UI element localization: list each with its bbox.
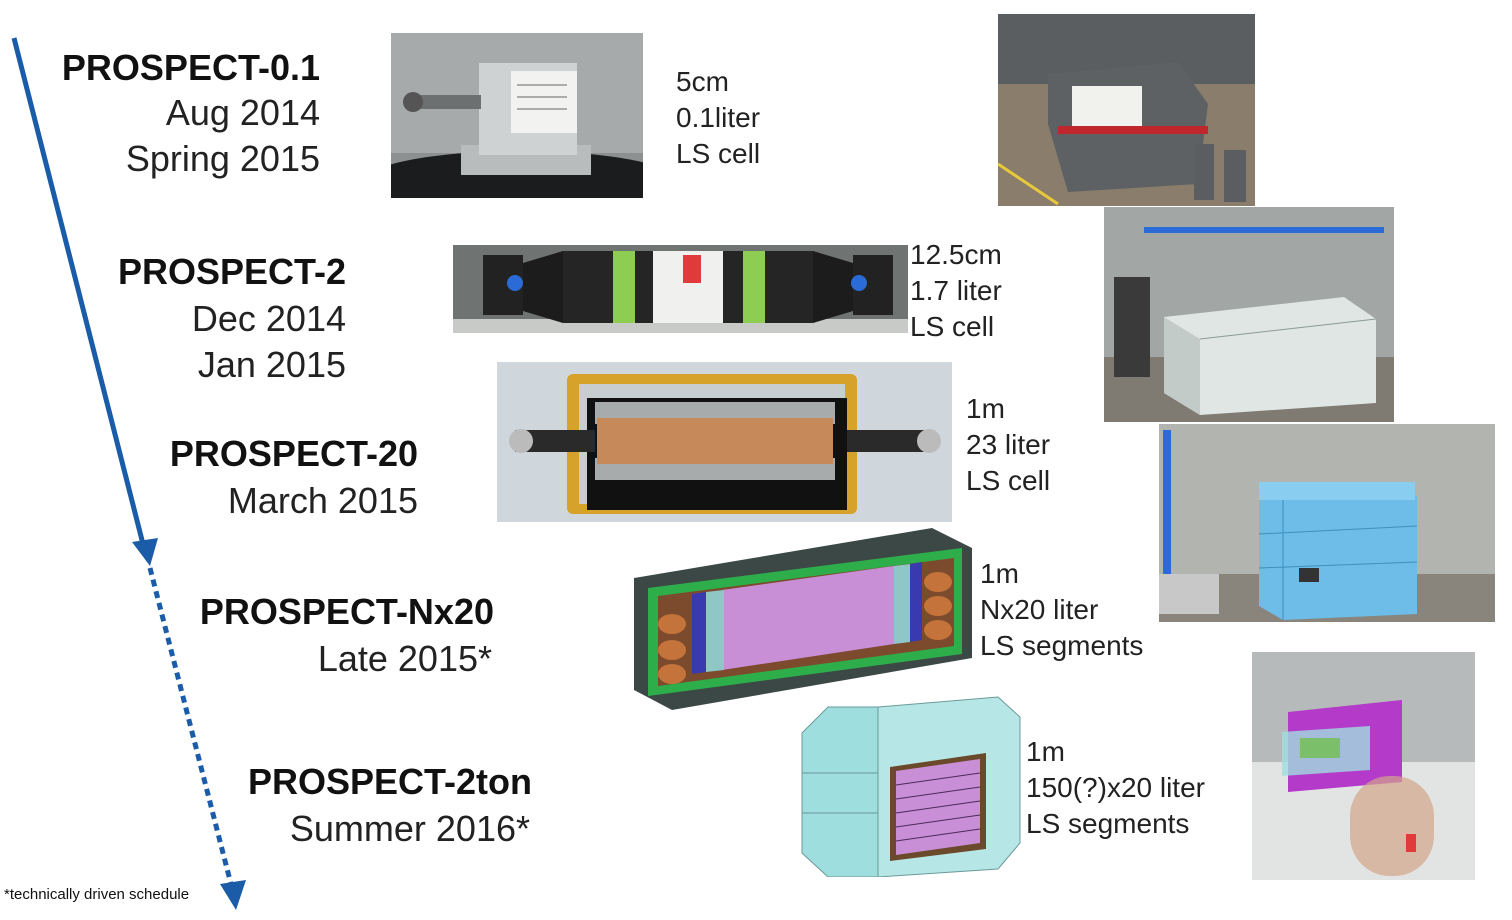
spec-block-2: 1m 23 liter LS cell <box>966 391 1050 499</box>
photo-prospect-2-cell <box>453 245 908 333</box>
spec-block-3: 1m Nx20 liter LS segments <box>980 556 1143 664</box>
spec-type-1: LS cell <box>910 311 995 342</box>
spec-size-2: 1m <box>966 393 1005 424</box>
photo-shield-cave <box>998 14 1255 206</box>
render-prospect-nx20 <box>632 526 974 714</box>
spec-volume-4: 150(?)x20 liter <box>1026 772 1205 803</box>
spec-volume-1: 1.7 liter <box>910 275 1002 306</box>
spec-type-2: LS cell <box>966 465 1051 496</box>
stage-date-0b: Spring 2015 <box>125 138 320 179</box>
arrow-head-solid <box>132 538 158 566</box>
spec-block-4: 1m 150(?)x20 liter LS segments <box>1026 734 1205 842</box>
spec-size-3: 1m <box>980 558 1019 589</box>
spec-size-1: 12.5cm <box>910 239 1002 270</box>
photo-prospect-0-1-cell <box>391 33 643 198</box>
stage-date-1a: Dec 2014 <box>191 298 346 339</box>
spec-size-4: 1m <box>1026 736 1065 767</box>
spec-volume-2: 23 liter <box>966 429 1051 460</box>
spec-block-1: 12.5cm 1.7 liter LS cell <box>910 237 1002 345</box>
photo-lab-shield <box>1104 207 1394 422</box>
spec-size-0: 5cm <box>676 66 729 97</box>
spec-type-4: LS segments <box>1026 808 1190 839</box>
spec-block-0: 5cm 0.1liter LS cell <box>676 64 760 172</box>
spec-volume-3: Nx20 liter <box>980 594 1099 625</box>
spec-volume-0: 0.1liter <box>676 102 761 133</box>
stage-title-3: PROSPECT-Nx20 <box>199 591 494 632</box>
photo-lab-blue-blocks <box>1159 424 1495 622</box>
footnote: *technically driven schedule <box>4 886 190 903</box>
stage-date-4a: Summer 2016* <box>289 808 530 849</box>
photo-prospect-20-cell <box>497 362 952 522</box>
stage-date-1b: Jan 2015 <box>197 344 346 385</box>
stage-title-0: PROSPECT-0.1 <box>61 47 320 88</box>
stage-date-0a: Aug 2014 <box>165 92 320 133</box>
stage-date-2a: March 2015 <box>227 480 418 521</box>
spec-type-3: LS segments <box>980 630 1144 661</box>
render-prospect-2ton <box>798 693 1022 877</box>
stage-date-3a: Late 2015* <box>317 638 492 679</box>
spec-type-0: LS cell <box>676 138 761 169</box>
stage-title-4: PROSPECT-2ton <box>247 761 532 802</box>
stage-title-2: PROSPECT-20 <box>169 433 418 474</box>
render-site-cutaway <box>1252 652 1475 880</box>
arrow-head-dashed <box>220 880 246 910</box>
stage-title-1: PROSPECT-2 <box>117 251 346 292</box>
